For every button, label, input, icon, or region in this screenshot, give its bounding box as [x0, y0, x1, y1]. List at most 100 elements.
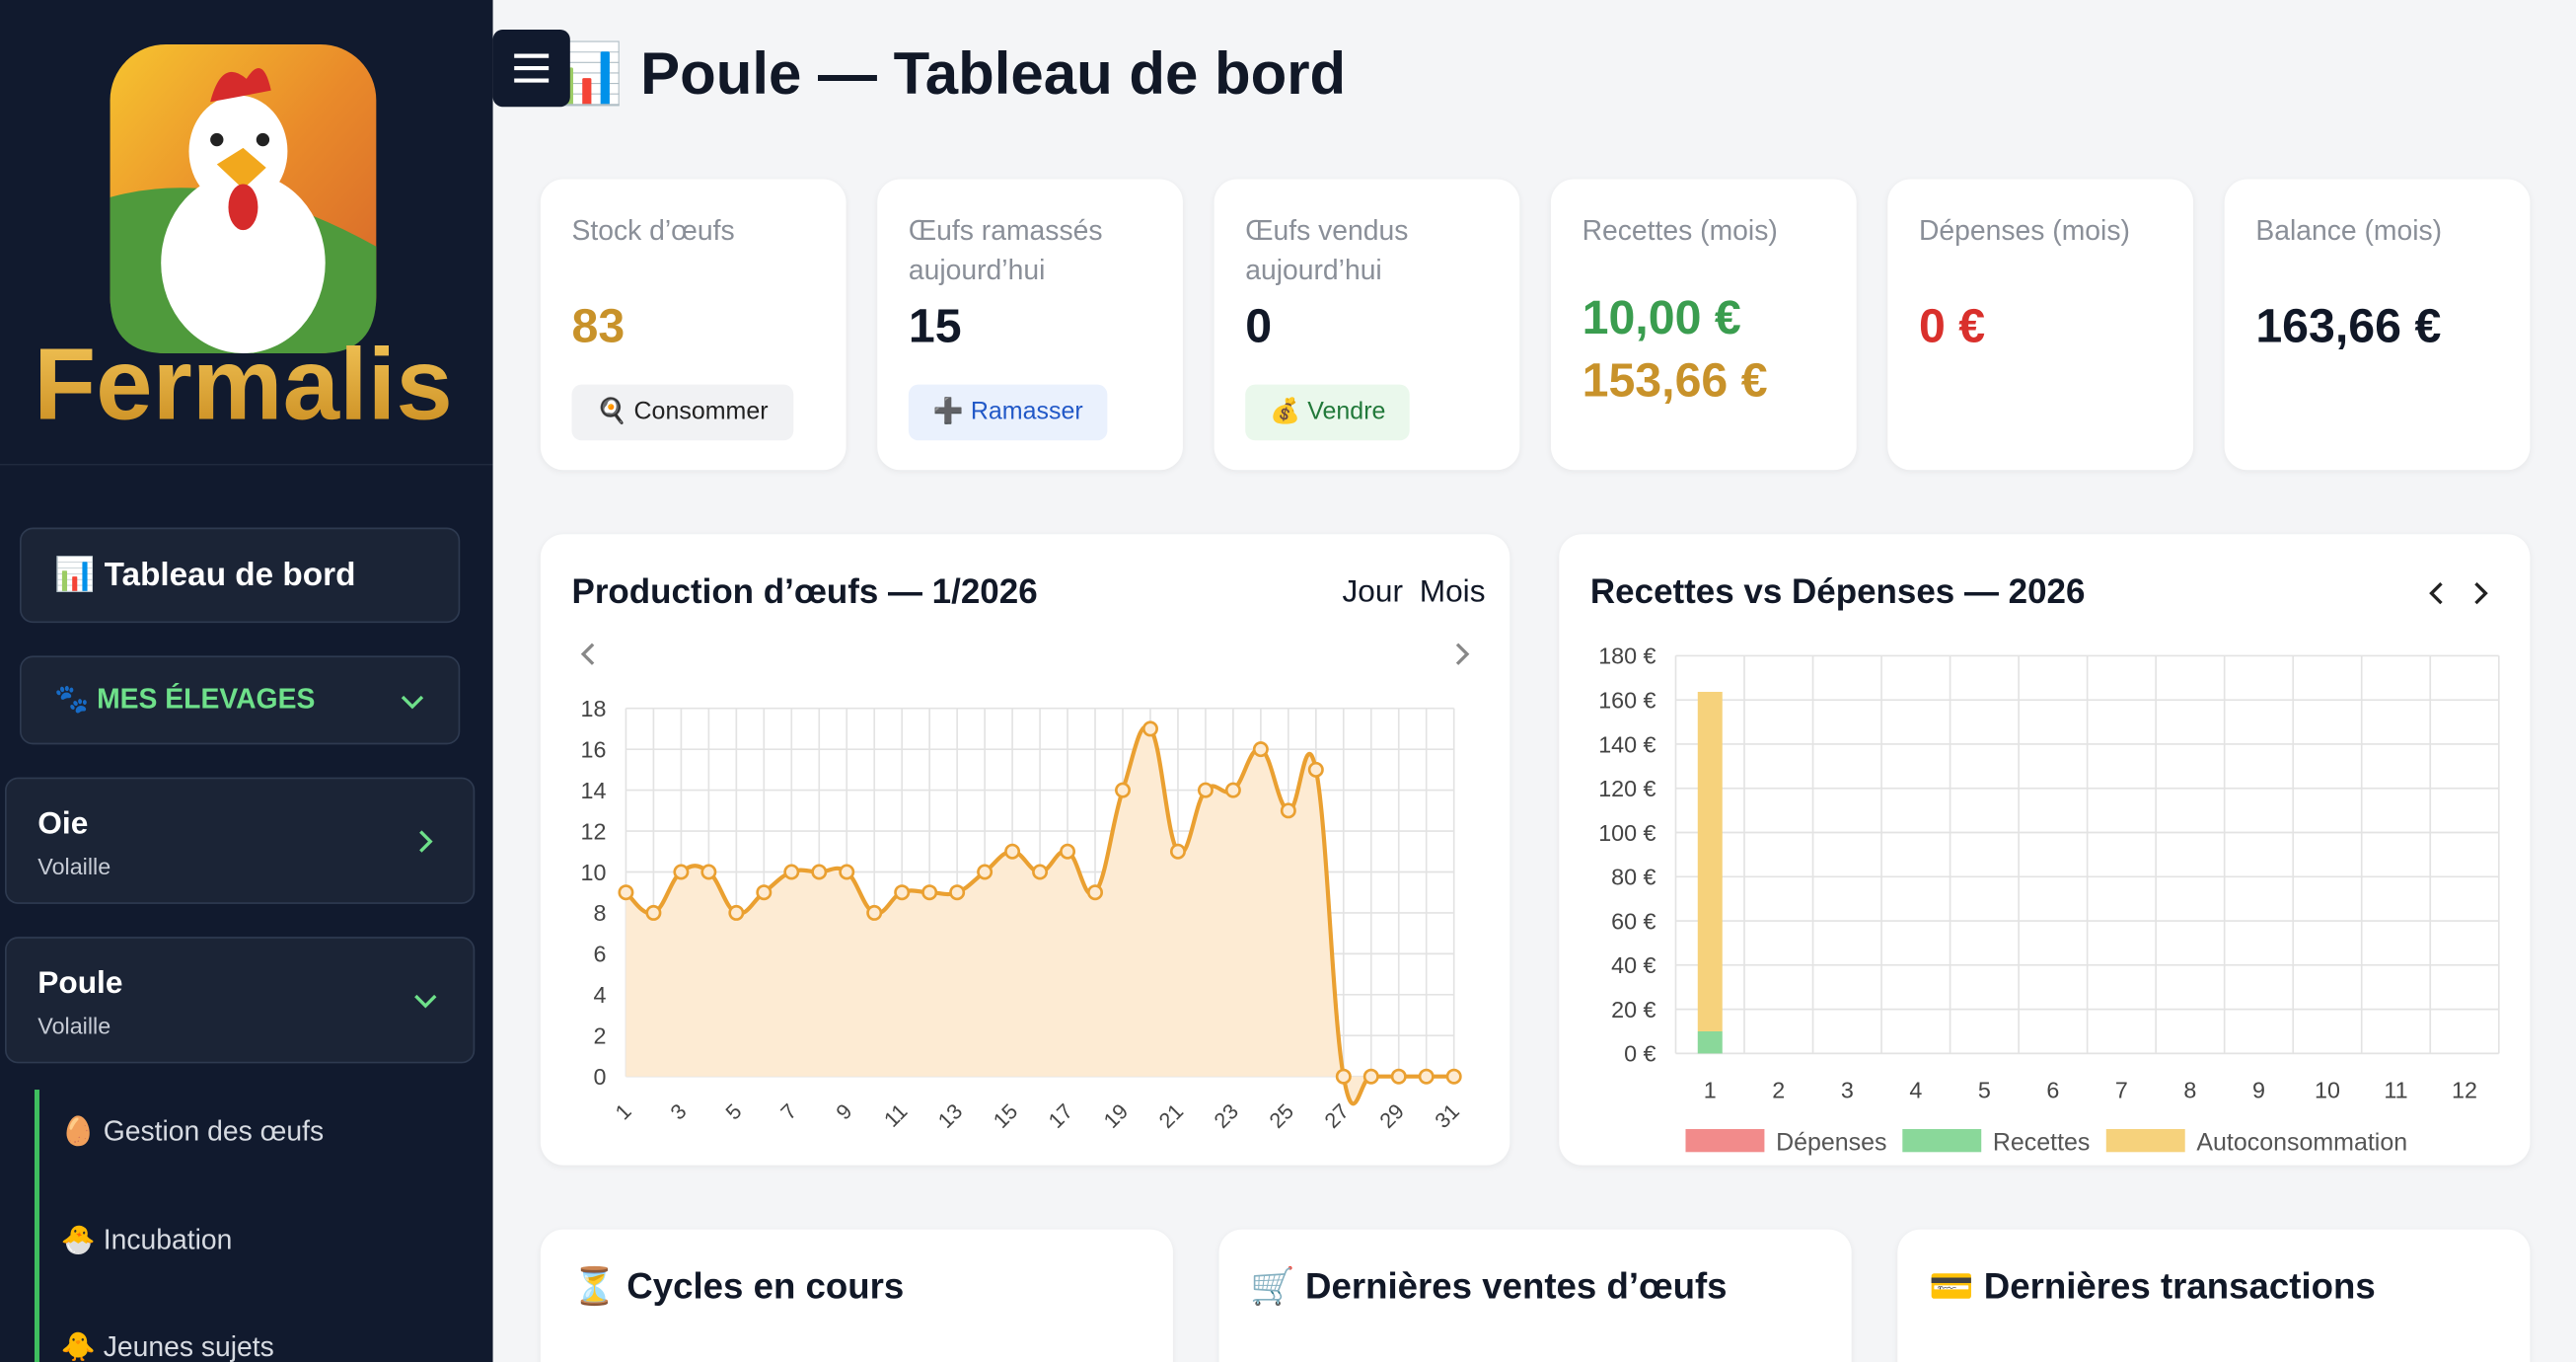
stat-action[interactable]: 💰 Vendre — [1245, 384, 1411, 441]
stat-card: Balance (mois) 163,66 € — [2224, 179, 2531, 471]
nav-section[interactable]: 🐾 MES ÉLEVAGES — [19, 655, 461, 745]
y-tick-label: 14 — [581, 778, 607, 803]
point — [1307, 761, 1324, 778]
point — [894, 884, 911, 901]
point — [1169, 843, 1186, 860]
group-name: Poule — [37, 966, 123, 1002]
group-item[interactable]: Oie Volaille — [4, 777, 476, 904]
stat-label: Œufs vendus aujourd’hui — [1245, 215, 1409, 286]
logo-wattle — [228, 184, 258, 231]
panel-card: ⏳ Cycles en cours — [540, 1229, 1173, 1362]
chart-card: Recettes vs Dépenses — 2026 0 € 20 € 40 € 60… — [1559, 534, 2531, 1166]
menu-icon — [514, 53, 550, 83]
x-tick-label: 10 — [2315, 1077, 2340, 1102]
chevron-path — [1455, 643, 1470, 665]
y-tick-label: 6 — [593, 942, 606, 967]
menu-button[interactable] — [492, 29, 570, 108]
x-tick-label: 6 — [2046, 1077, 2059, 1102]
panel-card: 🛒 Dernières ventes d’œufs — [1218, 1229, 1852, 1362]
stat-label: Recettes (mois) — [1582, 215, 1778, 247]
y-tick-label: 80 € — [1611, 865, 1656, 890]
toggle-option[interactable]: Mois — [1419, 574, 1486, 610]
chevron-path — [419, 830, 433, 853]
subnav-item[interactable]: 🐣 Incubation — [60, 1223, 233, 1255]
y-tick-label: 16 — [581, 736, 607, 762]
group-item[interactable]: Poule Volaille — [4, 937, 476, 1064]
legend-swatch — [1902, 1128, 1982, 1153]
x-tick-label: 27 — [1319, 1098, 1354, 1133]
x-tick-label: 11 — [2384, 1077, 2407, 1102]
line — [625, 724, 1454, 1106]
legend-label: Dépenses — [1776, 1129, 1886, 1157]
stat-value: 83 — [571, 300, 626, 354]
point — [839, 864, 855, 880]
bar-segment — [1697, 1031, 1723, 1054]
x-tick-label: 1 — [610, 1098, 635, 1124]
x-tick-label: 19 — [1099, 1098, 1134, 1133]
stat-value: 0 € — [1918, 300, 1986, 354]
chevron-path — [580, 643, 595, 665]
x-tick-label: 31 — [1430, 1098, 1464, 1133]
chevron-box — [576, 641, 603, 675]
x-tick-label: 5 — [1978, 1077, 1991, 1102]
nav-dashboard[interactable]: 📊 Tableau de bord — [19, 527, 461, 624]
chevron — [580, 643, 595, 665]
toggle-option[interactable]: Jour — [1342, 574, 1404, 610]
chevron — [401, 695, 424, 710]
chart-card: Production d’œufs — 1/2026 Jour Mois 0 2 4 6 8 1… — [540, 534, 1510, 1166]
x-tick-label: 2 — [1772, 1077, 1785, 1102]
panel-card: 💳 Dernières transactions — [1897, 1229, 2531, 1362]
x-tick-label: 8 — [2183, 1077, 2196, 1102]
stat-card: Recettes (mois) 10,00 € 153,66 € — [1550, 179, 1857, 471]
x-tick-label: 11 — [879, 1098, 913, 1132]
logo-eye — [210, 132, 224, 147]
sidebar: Fermalis 📊 Tableau de bord 🐾 MES ÉLEVAGE… — [0, 0, 493, 1362]
chevron-box — [412, 988, 439, 1022]
point — [1445, 1068, 1462, 1085]
y-tick-label: 180 € — [1598, 643, 1656, 669]
point — [811, 864, 828, 880]
y-tick-label: 10 — [581, 860, 607, 885]
stat-action[interactable]: 🍳 Consommer — [571, 384, 793, 441]
chevron — [414, 994, 437, 1009]
x-tick-label: 9 — [2252, 1077, 2265, 1102]
point — [1004, 843, 1021, 860]
chevron-path — [2474, 581, 2488, 605]
stat-card: Dépenses (mois) 0 € — [1887, 179, 2194, 471]
point — [1252, 741, 1269, 758]
y-tick-label: 120 € — [1598, 776, 1656, 801]
x-tick-label: 17 — [1044, 1098, 1078, 1133]
stat-card: Œufs vendus aujourd’hui 0 💰 Vendre — [1214, 179, 1520, 471]
x-tick-label: 1 — [1704, 1077, 1717, 1102]
y-tick-label: 140 € — [1598, 731, 1656, 757]
x-tick-label: 23 — [1209, 1098, 1243, 1133]
x-tick-label: 21 — [1153, 1098, 1188, 1133]
x-tick-label: 29 — [1374, 1098, 1409, 1133]
subnav-item[interactable]: 🥚 Gestion des œufs — [60, 1115, 325, 1148]
x-tick-label: 3 — [665, 1098, 691, 1124]
y-tick-label: 8 — [593, 900, 606, 926]
x-tick-label: 9 — [831, 1098, 856, 1124]
point — [949, 884, 966, 901]
stat-value: 10,00 € — [1582, 292, 1741, 345]
stat-value: 0 — [1245, 300, 1273, 354]
x-tick-label: 13 — [933, 1098, 968, 1133]
chevron — [2429, 581, 2443, 605]
legend-swatch — [2105, 1128, 2185, 1153]
logo-eye — [256, 132, 270, 147]
y-tick-label: 4 — [593, 982, 606, 1008]
chevron-path — [414, 994, 437, 1009]
logo-comb — [210, 67, 271, 103]
x-tick-label: 12 — [2452, 1077, 2477, 1102]
point — [1418, 1068, 1435, 1085]
chart-title: Recettes vs Dépenses — 2026 — [1589, 573, 2086, 612]
point — [783, 864, 800, 880]
x-tick-label: 5 — [720, 1098, 746, 1124]
page-title: 📊 Poule — Tableau de bord — [550, 38, 1347, 108]
stat-action[interactable]: ➕ Ramasser — [908, 384, 1108, 441]
subnav-item[interactable]: 🐥 Jeunes sujets — [60, 1330, 274, 1362]
point — [700, 864, 717, 880]
y-tick-label: 2 — [593, 1023, 606, 1049]
